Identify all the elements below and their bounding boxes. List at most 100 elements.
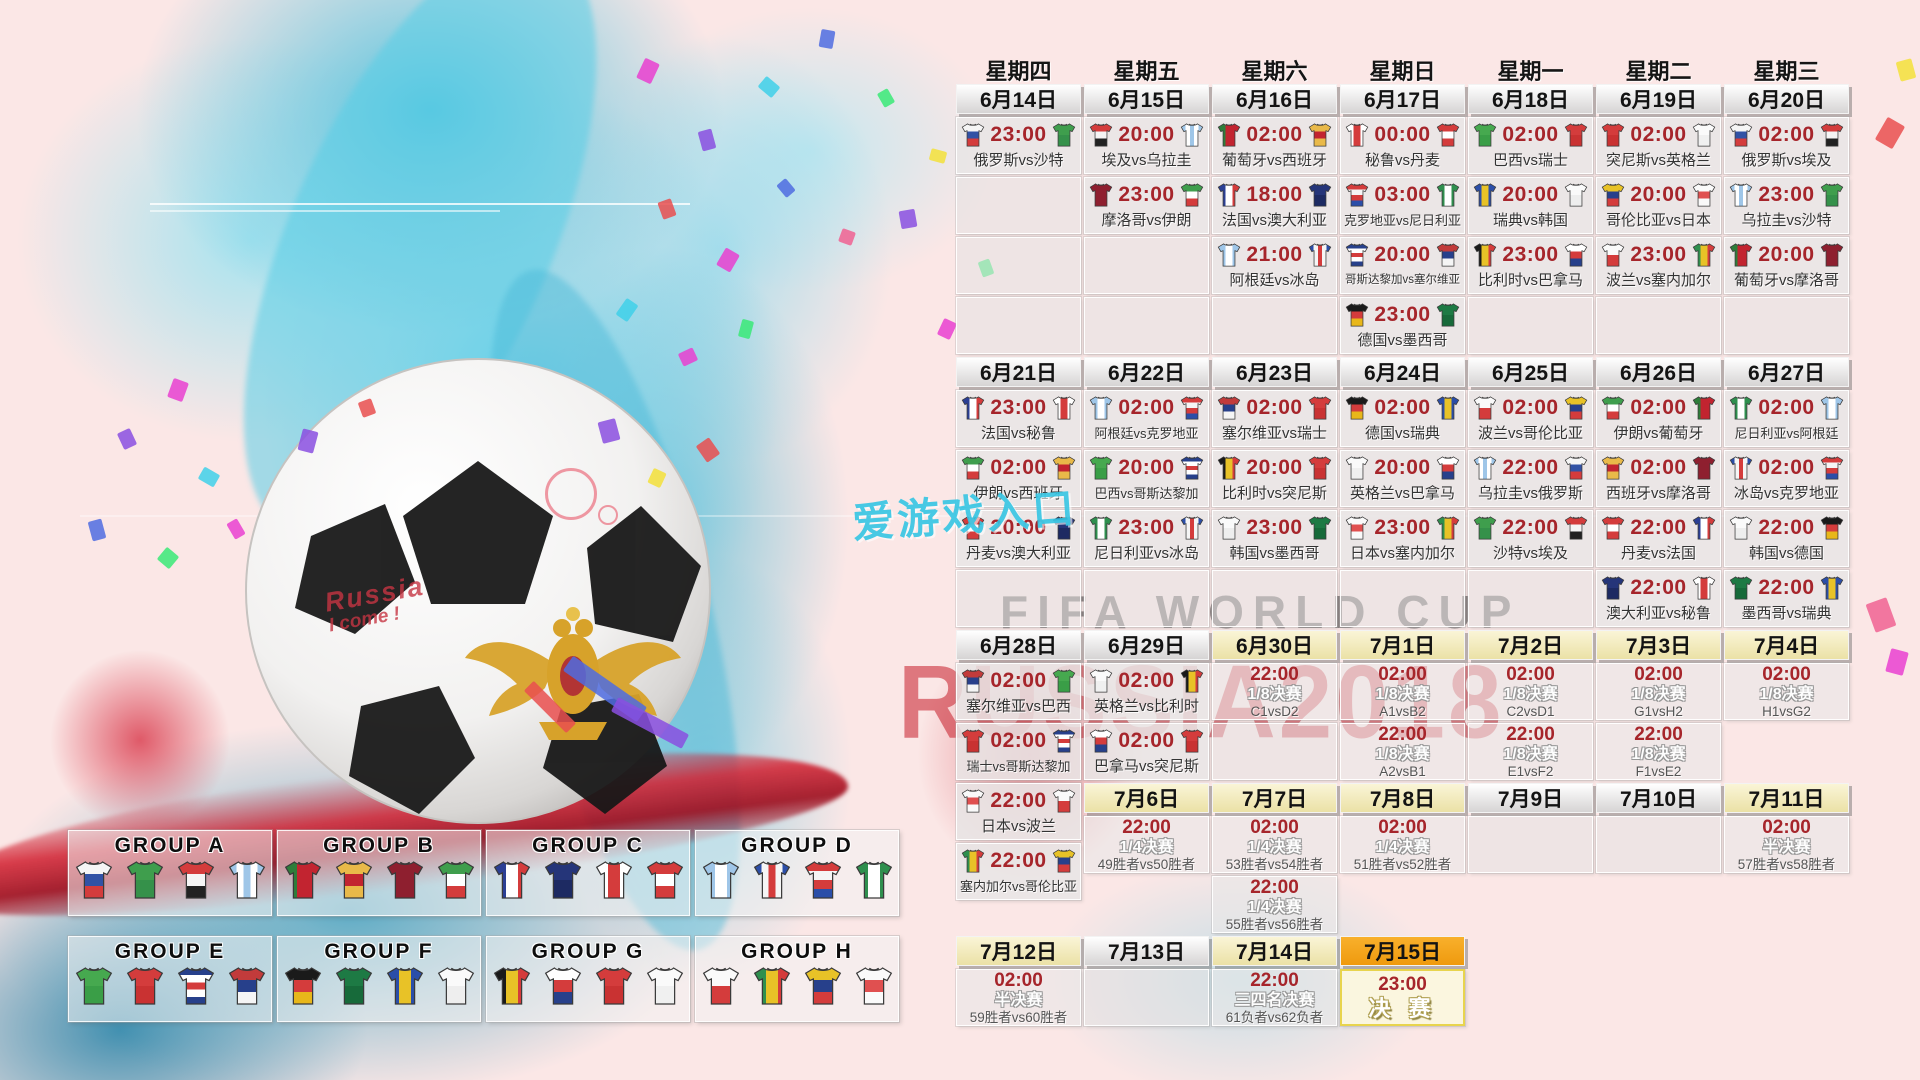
- date-header: 6月20日: [1724, 84, 1849, 114]
- colombia-jersey-icon: [1052, 849, 1076, 873]
- germany-jersey-icon: [1345, 303, 1369, 327]
- uruguay-jersey-icon: [1473, 456, 1497, 480]
- knockout-cell: 22:00 1/8决赛 C1vsD2: [1212, 663, 1337, 720]
- france-jersey-icon: [961, 396, 985, 420]
- stage-label: 半决赛: [994, 991, 1043, 1009]
- denmark-jersey-icon: [961, 516, 985, 540]
- knockout-cell: 02:00 1/4决赛 51胜者vs52胜者: [1340, 816, 1465, 873]
- kickoff-time: 22:00: [990, 849, 1047, 872]
- match-cell: 02:00 塞尔维亚vs巴西: [956, 663, 1081, 720]
- match-cell: 22:00 墨西哥vs瑞典: [1724, 570, 1849, 627]
- match-row: 20:00: [1597, 178, 1720, 210]
- match-cell: 23:00 法国vs秘鲁: [956, 390, 1081, 447]
- match-row: 00:00: [1341, 118, 1464, 150]
- weekday-label: 星期三: [1753, 59, 1820, 84]
- serbia-jersey-icon: [1436, 243, 1460, 267]
- senegal-jersey-icon: [753, 967, 790, 1005]
- kickoff-time: 22:00: [1506, 724, 1555, 746]
- iceland-jersey-icon: [753, 861, 790, 899]
- match-teams: 丹麦vs法国: [1620, 545, 1696, 562]
- knockout-cell: 22:00 三四名决赛 61负者vs62负者: [1212, 969, 1337, 1026]
- mexico-jersey-icon: [1729, 576, 1753, 600]
- korea-jersey-icon: [1729, 516, 1753, 540]
- match-teams: 巴西vs哥斯达黎加: [1094, 486, 1199, 501]
- kickoff-time: 22:00: [1630, 576, 1687, 599]
- match-row: 02:00: [1085, 664, 1208, 696]
- belgium-jersey-icon: [1473, 243, 1497, 267]
- nigeria-jersey-icon: [855, 861, 892, 899]
- portugal-jersey-icon: [284, 861, 321, 899]
- date-header: 6月19日: [1596, 84, 1721, 114]
- costarica-jersey-icon: [1345, 243, 1369, 267]
- match-cell: 02:00 巴拿马vs突尼斯: [1084, 723, 1209, 780]
- empty-cell: [1724, 297, 1849, 354]
- weekday-label: 星期四: [985, 59, 1052, 84]
- match-cell: 00:00 秘鲁vs丹麦: [1340, 117, 1465, 174]
- match-teams: 乌拉圭vs沙特: [1741, 212, 1832, 229]
- match-row: 23:00: [1085, 511, 1208, 543]
- costarica-jersey-icon: [177, 967, 214, 1005]
- empty-cell: [956, 570, 1081, 627]
- kickoff-time: 22:00: [1122, 817, 1171, 839]
- kickoff-time: 22:00: [1250, 664, 1299, 686]
- poland-jersey-icon: [1473, 396, 1497, 420]
- match-teams: G1vsH2: [1634, 703, 1683, 719]
- egypt-jersey-icon: [1564, 516, 1588, 540]
- match-cell: 23:00 比利时vs巴拿马: [1468, 237, 1593, 294]
- denmark-jersey-icon: [646, 861, 683, 899]
- match-row: 20:00: [1725, 238, 1848, 270]
- korea-jersey-icon: [1564, 183, 1588, 207]
- saudi-jersey-icon: [126, 861, 163, 899]
- stage-label: 1/4决赛: [1119, 838, 1174, 856]
- knockout-cell: 02:00 1/8决赛 H1vsG2: [1724, 663, 1849, 720]
- date-header: 6月28日: [956, 630, 1081, 660]
- match-row: 23:00: [957, 391, 1080, 423]
- date-header: 6月23日: [1212, 357, 1337, 387]
- kickoff-time: 22:00: [1250, 970, 1299, 992]
- knockout-cell: 02:00 1/4决赛 53胜者vs54胜者: [1212, 816, 1337, 873]
- england-jersey-icon: [1345, 456, 1369, 480]
- stage-label: 1/8决赛: [1503, 685, 1558, 703]
- match-row: 02:00: [957, 451, 1080, 483]
- mexico-jersey-icon: [1308, 516, 1332, 540]
- knockout-cell: 22:00 1/4决赛 49胜者vs50胜者: [1084, 816, 1209, 873]
- costarica-jersey-icon: [1180, 456, 1204, 480]
- date-header: 6月21日: [956, 357, 1081, 387]
- empty-cell: [956, 237, 1081, 294]
- empty-cell: [1084, 570, 1209, 627]
- weekday-label: 星期二: [1625, 59, 1692, 84]
- kickoff-time: 23:00: [1378, 973, 1427, 995]
- kickoff-time: 02:00: [990, 729, 1047, 752]
- stage-label: 1/8决赛: [1759, 685, 1814, 703]
- match-cell: 20:00 英格兰vs巴拿马: [1340, 450, 1465, 507]
- match-cell: 18:00 法国vs澳大利亚: [1212, 177, 1337, 234]
- argentina-jersey-icon: [1820, 396, 1844, 420]
- stage-label: 1/8决赛: [1375, 685, 1430, 703]
- iran-jersey-icon: [1601, 396, 1625, 420]
- date-header: 6月14日: [956, 84, 1081, 114]
- match-row: 22:00: [1597, 511, 1720, 543]
- match-row: 22:00: [1725, 571, 1848, 603]
- match-cell: 02:00 塞尔维亚vs瑞士: [1212, 390, 1337, 447]
- germany-jersey-icon: [1345, 396, 1369, 420]
- match-cell: 21:00 阿根廷vs冰岛: [1212, 237, 1337, 294]
- kickoff-time: 21:00: [1246, 243, 1303, 266]
- saudi-jersey-icon: [1820, 183, 1844, 207]
- date-header: 7月1日: [1340, 630, 1465, 660]
- spain-jersey-icon: [335, 861, 372, 899]
- empty-cell: [956, 177, 1081, 234]
- match-row: 02:00: [1725, 118, 1848, 150]
- group-box: GROUP D: [695, 830, 899, 916]
- iceland-jersey-icon: [1729, 456, 1753, 480]
- scribble-ring: [598, 505, 618, 525]
- kickoff-time: 02:00: [1762, 664, 1811, 686]
- kickoff-time: 23:00: [1118, 183, 1175, 206]
- match-cell: 20:00 哥伦比亚vs日本: [1596, 177, 1721, 234]
- poland-jersey-icon: [1052, 789, 1076, 813]
- switzerland-jersey-icon: [1308, 396, 1332, 420]
- japan-jersey-icon: [961, 789, 985, 813]
- kickoff-time: 22:00: [1630, 516, 1687, 539]
- switzerland-jersey-icon: [1564, 123, 1588, 147]
- match-teams: 57胜者vs58胜者: [1737, 856, 1836, 872]
